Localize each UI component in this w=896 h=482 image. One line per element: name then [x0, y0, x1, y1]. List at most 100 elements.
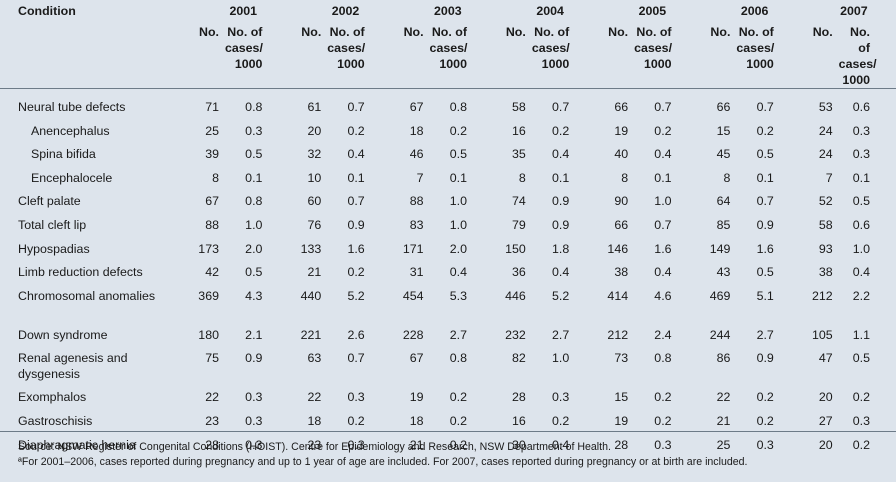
- count-cell: 8: [518, 170, 526, 185]
- rate-cell: 0.4: [552, 147, 570, 162]
- rate-cell: 4.6: [654, 288, 672, 303]
- rate-header-line: No. of: [738, 25, 774, 39]
- rate-cell: 0.8: [245, 194, 263, 209]
- rate-cell: 0.8: [654, 351, 672, 366]
- count-cell: 25: [205, 123, 219, 138]
- rate-cell: 1.6: [756, 241, 774, 256]
- rate-cell: 0.5: [245, 147, 263, 162]
- count-cell: 31: [409, 265, 424, 280]
- count-cell: 105: [811, 327, 833, 342]
- count-cell: 47: [818, 351, 833, 366]
- rate-header-line: cases/: [838, 57, 877, 71]
- header-rule: [0, 88, 896, 97]
- rate-cell: 0.4: [852, 265, 870, 280]
- count-cell: 244: [709, 327, 731, 342]
- rate-header-line: 1000: [643, 57, 672, 71]
- condition-label: Encephalocele: [31, 170, 113, 185]
- table-row: Total cleft lip 88 1.0 76 0.9 83 1.0 79 0.9 66 0.7…: [0, 215, 896, 239]
- rate-cell: 0.3: [245, 437, 263, 452]
- count-cell: 18: [307, 413, 322, 428]
- count-cell: 38: [614, 265, 629, 280]
- count-cell: 88: [205, 217, 219, 232]
- count-cell: 67: [409, 100, 424, 114]
- rate-cell: 0.2: [449, 123, 467, 138]
- rate-header-line: 1000: [746, 57, 774, 71]
- rate-cell: 0.2: [552, 123, 570, 138]
- rate-cell: 2.7: [756, 327, 774, 342]
- count-cell: 61: [307, 100, 322, 114]
- rate-header: No. of cases/1000: [532, 24, 595, 89]
- table-row: Neural tube defects 71 0.8 61 0.7 67 0.8 58 0.7 6…: [0, 97, 896, 121]
- condition-label: Limb reduction defects: [18, 265, 143, 280]
- count-cell: 21: [307, 265, 322, 280]
- rate-cell: 2.7: [449, 327, 467, 342]
- rate-cell: 0.2: [756, 390, 774, 405]
- rate-header-line: cases/: [634, 41, 673, 55]
- count-cell: 93: [818, 241, 833, 256]
- rate-cell: 1.1: [852, 327, 870, 342]
- year-header: 2005: [638, 4, 667, 18]
- rate-cell: 1.0: [654, 194, 672, 209]
- rate-cell: 0.2: [449, 390, 467, 405]
- count-cell: 25: [716, 437, 731, 452]
- count-cell: 45: [716, 147, 731, 162]
- count-cell: 8: [723, 170, 731, 185]
- count-cell: 88: [409, 194, 424, 209]
- rate-header-line: 1000: [439, 57, 467, 71]
- count-cell: 19: [409, 390, 424, 405]
- footnote: ªFor 2001–2006, cases reported during pr…: [18, 455, 748, 468]
- congenital-conditions-table: Condition 2001 2002 2003 2004 2005 2006 …: [0, 4, 896, 458]
- table-row: Renal agenesis and dysgenesis 75 0.9 63 0.7 6…: [0, 348, 896, 387]
- year-header: 2003: [434, 4, 462, 18]
- rate-cell: 2.1: [245, 327, 263, 342]
- count-cell: 64: [716, 194, 731, 209]
- rate-cell: 0.3: [654, 437, 672, 452]
- rate-cell: 0.1: [654, 170, 672, 185]
- rate-cell: 0.4: [654, 147, 672, 162]
- rate-cell: 0.3: [852, 413, 870, 428]
- count-cell: 149: [709, 241, 731, 256]
- rate-cell: 0.9: [756, 217, 774, 232]
- count-cell: 43: [716, 265, 731, 280]
- rate-header-line: No. of: [227, 25, 263, 39]
- count-cell: 36: [512, 265, 526, 280]
- count-cell: 21: [716, 413, 731, 428]
- count-cell: 76: [307, 217, 322, 232]
- year-header: 2004: [536, 4, 564, 18]
- count-cell: 10: [307, 170, 322, 185]
- rate-cell: 0.7: [756, 100, 774, 114]
- count-cell: 22: [307, 390, 322, 405]
- rate-header: No. of cases/1000: [736, 24, 799, 89]
- rate-header-line: 1000: [234, 57, 263, 71]
- rate-cell: 5.3: [449, 288, 467, 303]
- condition-label: Anencephalus: [31, 123, 110, 138]
- count-cell: 66: [716, 100, 731, 114]
- no-header: No.: [812, 25, 833, 39]
- rate-cell: 0.2: [347, 265, 365, 280]
- no-header: No.: [301, 25, 322, 39]
- rate-cell: 0.1: [449, 170, 467, 185]
- condition-label: Hypospadias: [18, 241, 90, 256]
- count-cell: 133: [300, 241, 322, 256]
- count-cell: 86: [716, 351, 731, 366]
- rate-cell: 2.7: [552, 327, 570, 342]
- count-cell: 19: [614, 123, 629, 138]
- rate-cell: 0.6: [852, 217, 870, 232]
- rate-cell: 0.7: [347, 100, 365, 114]
- count-cell: 46: [409, 147, 424, 162]
- count-cell: 28: [512, 390, 526, 405]
- count-cell: 232: [505, 327, 526, 342]
- rate-cell: 0.9: [245, 351, 263, 366]
- rate-header: No. of cases/1000: [327, 24, 390, 89]
- count-cell: 90: [614, 194, 629, 209]
- count-cell: 28: [205, 437, 219, 452]
- table-row: Spina bifida 39 0.5 32 0.4 46 0.5 35 0.4 40 0.4 45 0…: [0, 144, 896, 168]
- count-cell: 180: [198, 327, 219, 342]
- rate-cell: 0.5: [852, 351, 870, 366]
- rate-cell: 2.4: [654, 327, 672, 342]
- rate-cell: 0.3: [552, 390, 570, 405]
- count-cell: 53: [818, 100, 833, 114]
- rate-cell: 0.8: [245, 100, 263, 114]
- condition-label: Exomphalos: [18, 390, 87, 405]
